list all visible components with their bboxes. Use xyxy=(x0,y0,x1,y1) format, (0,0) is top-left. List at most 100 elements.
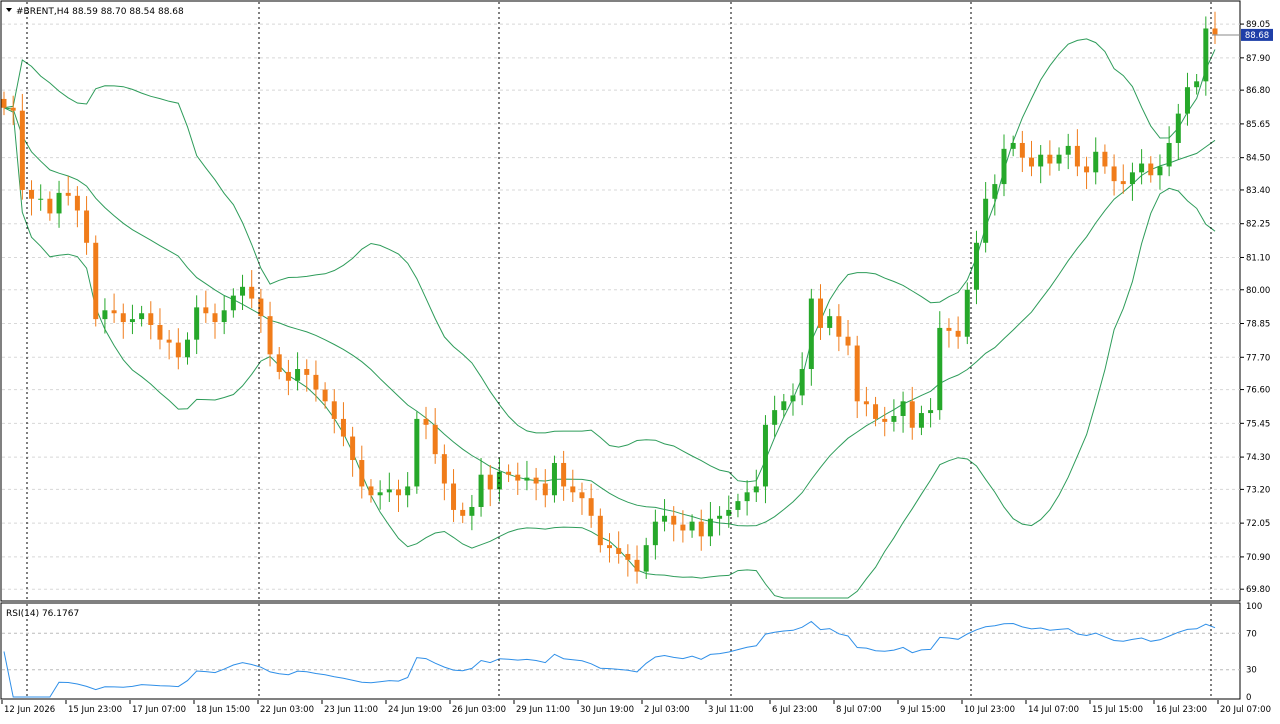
y-tick-label: 85.65 xyxy=(1246,120,1270,130)
y-tick-label: 76.60 xyxy=(1246,386,1270,396)
bear-candle xyxy=(65,192,71,196)
bull-candle xyxy=(762,424,768,487)
bear-candle xyxy=(634,559,640,572)
bull-candle xyxy=(56,192,62,214)
bull-candle xyxy=(102,310,108,320)
bull-candle xyxy=(744,492,750,502)
current-price-tag xyxy=(1241,28,1273,41)
bear-candle xyxy=(542,483,548,496)
current-price-label: 88.68 xyxy=(1245,31,1269,41)
bear-candle xyxy=(1,98,7,108)
bear-candle xyxy=(1148,163,1154,176)
bear-candle xyxy=(854,345,860,402)
bear-candle xyxy=(882,418,888,422)
bear-candle xyxy=(93,242,99,320)
x-tick-label: 22 Jun 03:00 xyxy=(260,705,314,715)
bear-candle xyxy=(515,474,521,481)
bear-candle xyxy=(29,189,35,199)
y-tick-label: 83.40 xyxy=(1246,186,1270,196)
bear-candle xyxy=(249,286,255,299)
y-tick-label: 77.70 xyxy=(1246,353,1270,363)
x-tick-label: 14 Jul 07:00 xyxy=(1028,705,1079,715)
bull-candle xyxy=(973,242,979,290)
bear-candle xyxy=(909,401,915,428)
bear-candle xyxy=(359,460,365,487)
x-tick-label: 18 Jun 15:00 xyxy=(196,705,250,715)
y-tick-label: 78.85 xyxy=(1246,320,1270,330)
bear-candle xyxy=(946,327,952,331)
x-tick-label: 29 Jun 11:00 xyxy=(516,705,570,715)
rsi-tick-label: 0 xyxy=(1246,693,1251,703)
main-panel-frame xyxy=(0,0,1241,602)
bear-candle xyxy=(1111,166,1117,182)
bear-candle xyxy=(487,474,493,490)
bear-candle xyxy=(74,195,80,211)
bear-candle xyxy=(570,486,576,493)
x-tick-label: 23 Jun 11:00 xyxy=(324,705,378,715)
symbol-dropdown-icon[interactable] xyxy=(6,8,12,12)
bear-candle xyxy=(157,324,163,340)
bear-candle xyxy=(616,548,622,554)
bull-candle xyxy=(808,298,814,370)
bull-candle xyxy=(735,501,741,510)
bull-candle xyxy=(1129,172,1135,185)
bull-candle xyxy=(405,486,411,496)
bear-candle xyxy=(1084,166,1090,173)
bear-candle xyxy=(285,371,291,381)
rsi-tick-label: 70 xyxy=(1246,629,1257,639)
x-tick-label: 16 Jul 23:00 xyxy=(1156,705,1207,715)
bull-candle xyxy=(1175,113,1181,143)
bull-candle xyxy=(240,286,246,296)
bear-candle xyxy=(671,515,677,525)
x-tick-label: 9 Jul 15:00 xyxy=(900,705,946,715)
x-tick-label: 24 Jun 19:00 xyxy=(388,705,442,715)
rsi-tick-label: 30 xyxy=(1246,666,1257,676)
bull-candle xyxy=(992,184,998,199)
bull-candle xyxy=(772,410,778,425)
bull-candle xyxy=(983,198,989,243)
bull-candle xyxy=(1166,142,1172,167)
bear-candle xyxy=(331,401,337,419)
bull-candle xyxy=(781,401,787,411)
bull-candle xyxy=(662,515,668,522)
x-tick-label: 8 Jul 07:00 xyxy=(836,705,882,715)
bull-candle xyxy=(918,413,924,428)
bull-candle xyxy=(1139,163,1145,173)
bull-candle xyxy=(551,462,557,496)
bear-candle xyxy=(451,483,457,510)
bull-candle xyxy=(1065,145,1071,155)
bull-candle xyxy=(928,410,934,414)
bull-candle xyxy=(1157,166,1163,176)
bull-candle xyxy=(643,545,649,572)
bull-candle xyxy=(1194,81,1200,88)
bear-candle xyxy=(212,313,218,323)
x-tick-label: 10 Jul 23:00 xyxy=(964,705,1015,715)
bull-candle xyxy=(799,369,805,396)
bear-candle xyxy=(588,498,594,516)
y-tick-label: 89.05 xyxy=(1246,20,1270,30)
bull-candle xyxy=(1203,28,1209,82)
bear-candle xyxy=(1029,157,1035,167)
bull-candle xyxy=(726,509,732,516)
bear-candle xyxy=(460,509,466,516)
y-tick-label: 80.00 xyxy=(1246,286,1270,296)
bull-candle xyxy=(1010,142,1016,149)
bear-candle xyxy=(395,489,401,496)
bull-candle xyxy=(1038,154,1044,167)
bear-candle xyxy=(322,389,328,402)
bull-candle xyxy=(496,471,502,490)
bear-candle xyxy=(166,339,172,343)
y-tick-label: 81.10 xyxy=(1246,253,1270,263)
bear-candle xyxy=(506,471,512,475)
bull-candle xyxy=(1093,151,1099,173)
bear-candle xyxy=(267,316,273,355)
bull-candle xyxy=(414,418,420,487)
bull-candle xyxy=(230,295,236,311)
x-tick-label: 30 Jun 19:00 xyxy=(580,705,634,715)
bull-candle xyxy=(1184,87,1190,114)
bull-candle xyxy=(790,395,796,402)
bear-candle xyxy=(1074,145,1080,167)
bull-candle xyxy=(386,489,392,493)
